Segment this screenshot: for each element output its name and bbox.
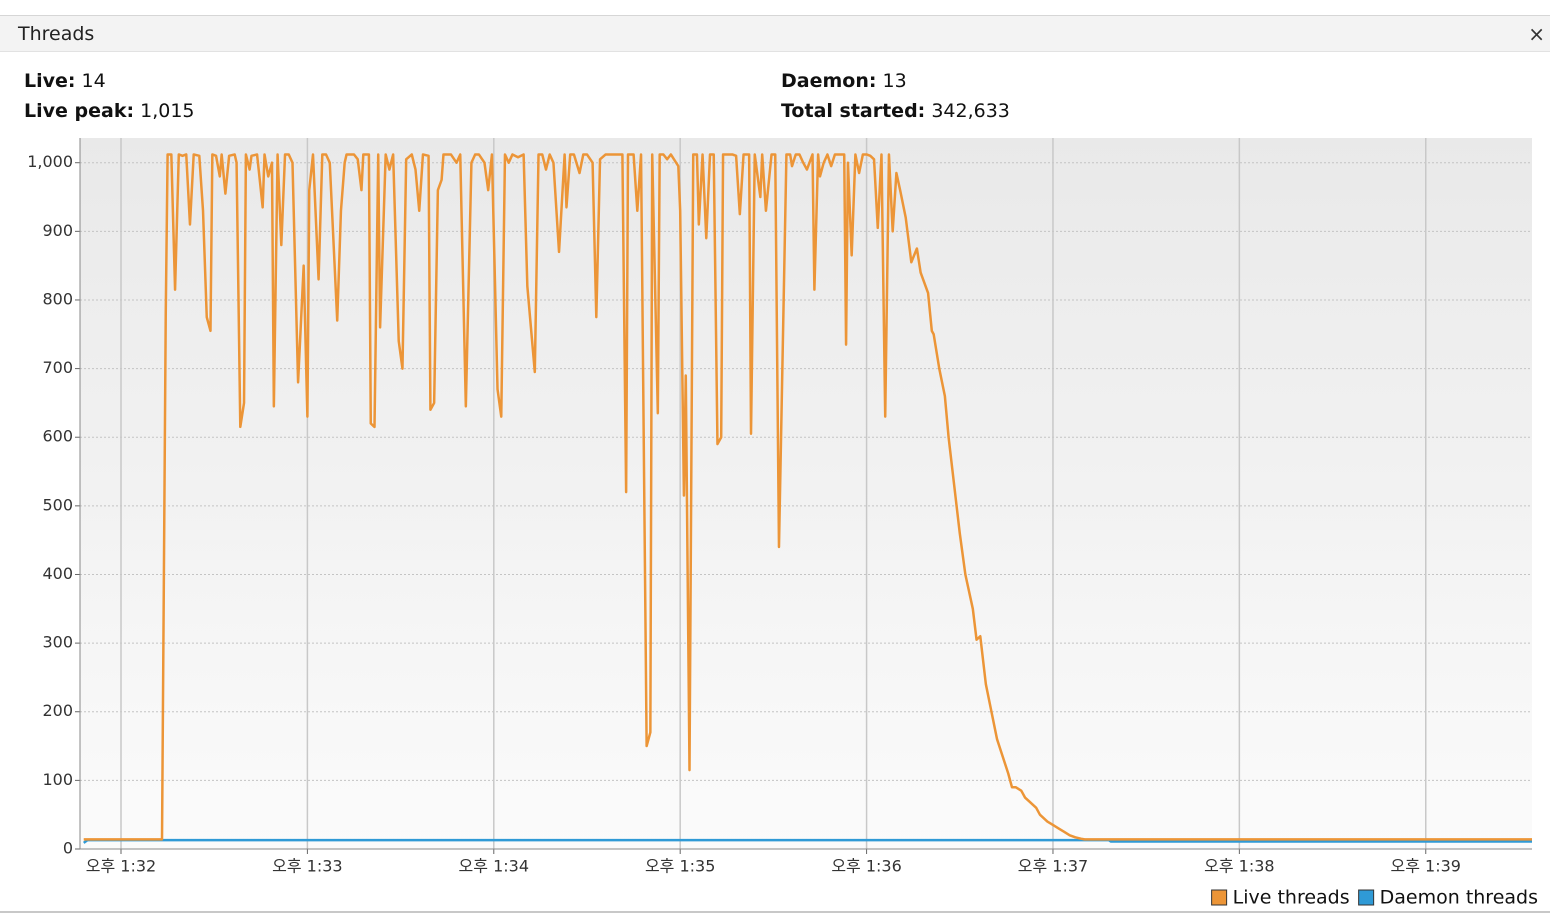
x-tick-label: 오후 1:34 bbox=[459, 857, 529, 876]
y-tick-label: 300 bbox=[42, 633, 73, 652]
legend-swatch bbox=[1211, 889, 1228, 906]
stat: Total started: 342,633 bbox=[781, 100, 1010, 122]
stat: Live: 14 bbox=[24, 70, 106, 92]
y-tick-label: 400 bbox=[42, 564, 73, 583]
stat-value: 1,015 bbox=[140, 100, 195, 122]
legend-label: Daemon threads bbox=[1380, 887, 1538, 909]
x-tick-label: 오후 1:36 bbox=[831, 857, 901, 876]
y-tick-label: 1,000 bbox=[27, 152, 73, 171]
stat-label: Daemon: bbox=[781, 70, 877, 92]
series-line bbox=[83, 153, 1532, 841]
y-tick-label: 700 bbox=[42, 358, 73, 377]
tab-bar: Threads × bbox=[0, 15, 1550, 52]
stat-label: Live: bbox=[24, 70, 76, 92]
y-tick-label: 100 bbox=[42, 770, 73, 789]
stat: Live peak: 1,015 bbox=[24, 100, 195, 122]
y-tick-label: 0 bbox=[63, 839, 73, 858]
legend-swatch bbox=[1358, 889, 1375, 906]
stat-label: Live peak: bbox=[24, 100, 135, 122]
stat-value: 13 bbox=[882, 70, 907, 92]
tab[interactable]: Threads bbox=[18, 23, 95, 45]
stat-label: Total started: bbox=[781, 100, 926, 122]
y-tick-label: 600 bbox=[42, 427, 73, 446]
x-tick-label: 오후 1:39 bbox=[1391, 857, 1461, 876]
x-tick-label: 오후 1:32 bbox=[86, 857, 156, 876]
y-tick-label: 900 bbox=[42, 221, 73, 240]
x-tick-label: 오후 1:37 bbox=[1018, 857, 1088, 876]
legend-label: Live threads bbox=[1233, 887, 1350, 909]
y-tick-label: 500 bbox=[42, 495, 73, 514]
stat: Daemon: 13 bbox=[781, 70, 907, 92]
x-tick-label: 오후 1:35 bbox=[645, 857, 715, 876]
x-tick-label: 오후 1:38 bbox=[1204, 857, 1274, 876]
plot-area bbox=[80, 138, 1532, 849]
y-tick-label: 800 bbox=[42, 289, 73, 308]
stat-value: 342,633 bbox=[931, 100, 1010, 122]
close-button[interactable]: × bbox=[1528, 22, 1545, 46]
x-tick-label: 오후 1:33 bbox=[272, 857, 342, 876]
y-tick-label: 200 bbox=[42, 701, 73, 720]
stat-value: 14 bbox=[81, 70, 106, 92]
